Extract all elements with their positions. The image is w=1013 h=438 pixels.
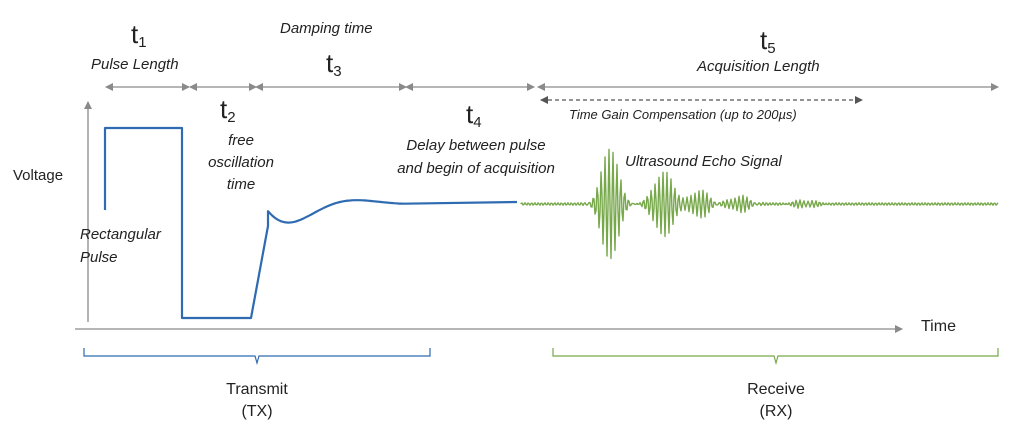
tx-brace	[83, 348, 431, 366]
time-label: Time	[921, 318, 956, 335]
acquisition-length-label: Acquisition Length	[697, 58, 820, 75]
tgc-label: Time Gain Compensation (up to 200µs)	[569, 107, 797, 122]
t2-label: t2	[220, 94, 236, 126]
t5-label: t5	[760, 25, 776, 57]
free-oscillation-label: free oscillation time	[208, 132, 274, 193]
t4-label: t4	[466, 99, 482, 131]
damping-time-label: Damping time	[280, 20, 373, 37]
rx-brace	[552, 348, 999, 366]
voltage-label: Voltage	[13, 167, 64, 184]
tx-signal	[103, 126, 518, 320]
t3-label: t3	[326, 48, 342, 80]
pulse-length-label: Pulse Length	[91, 56, 179, 73]
transmit-label: Transmit (TX)	[226, 381, 288, 420]
rx-echo-signal	[520, 148, 999, 260]
echo-signal-label: Ultrasound Echo Signal	[625, 153, 782, 170]
receive-label: Receive (RX)	[747, 381, 805, 420]
rectangular-pulse-label: Rectangular Pulse	[80, 226, 161, 266]
delay-label: Delay between pulse and begin of acquisi…	[397, 137, 555, 177]
t1-label: t1	[131, 19, 147, 51]
